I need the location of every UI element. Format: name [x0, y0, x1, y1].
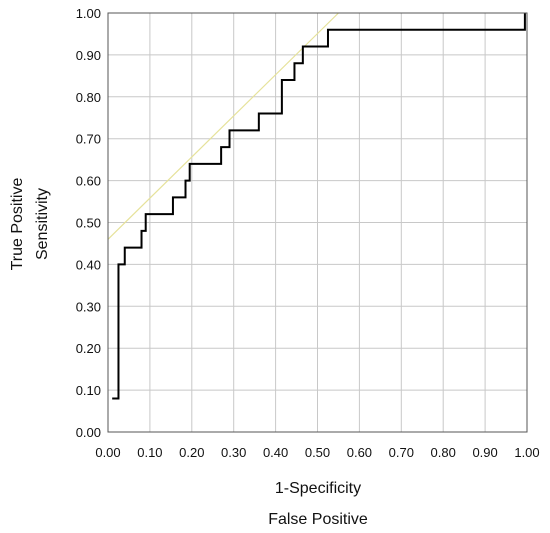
x-tick-label: 0.80: [431, 445, 456, 460]
y-tick-label: 0.10: [76, 383, 101, 398]
x-tick-label: 0.60: [347, 445, 372, 460]
y-tick-label: 0.90: [76, 48, 101, 63]
x-axis-title-line-2: False Positive: [268, 511, 368, 528]
x-axis-title-line-1: 1-Specificity: [275, 480, 361, 497]
y-axis-title-line-1: True Positive: [9, 178, 26, 271]
y-tick-label: 0.60: [76, 174, 101, 189]
grid-lines: [107, 12, 528, 433]
reference-line: [107, 12, 339, 240]
y-tick-label: 0.70: [76, 132, 101, 147]
y-tick-label: 0.80: [76, 90, 101, 105]
x-tick-label: 0.40: [263, 445, 288, 460]
plot-frame: [107, 12, 528, 433]
x-tick-label: 1.00: [514, 445, 539, 460]
y-tick-label: 0.30: [76, 299, 101, 314]
x-tick-label: 0.00: [95, 445, 120, 460]
x-tick-label: 0.20: [179, 445, 204, 460]
series-layer: [107, 12, 526, 400]
y-tick-label: 0.40: [76, 257, 101, 272]
y-axis-title-line-2: Sensitivity: [34, 188, 51, 260]
x-tick-label: 0.70: [389, 445, 414, 460]
x-tick-labels: 0.00 0.10 0.20 0.30 0.40 0.50 0.60 0.70 0.80 0.90…: [95, 445, 539, 460]
x-tick-label: 0.10: [137, 445, 162, 460]
x-tick-label: 0.90: [472, 445, 497, 460]
x-tick-label: 0.50: [305, 445, 330, 460]
roc-curve-line: [112, 13, 526, 400]
y-tick-label: 0.50: [76, 216, 101, 231]
x-tick-label: 0.30: [221, 445, 246, 460]
y-tick-label: 0.20: [76, 341, 101, 356]
y-tick-label: 1.00: [76, 6, 101, 21]
y-tick-label: 0.00: [76, 425, 101, 440]
y-tick-labels: 0.00 0.10 0.20 0.30 0.40 0.50 0.60 0.70 0.80 0.90…: [76, 6, 101, 440]
